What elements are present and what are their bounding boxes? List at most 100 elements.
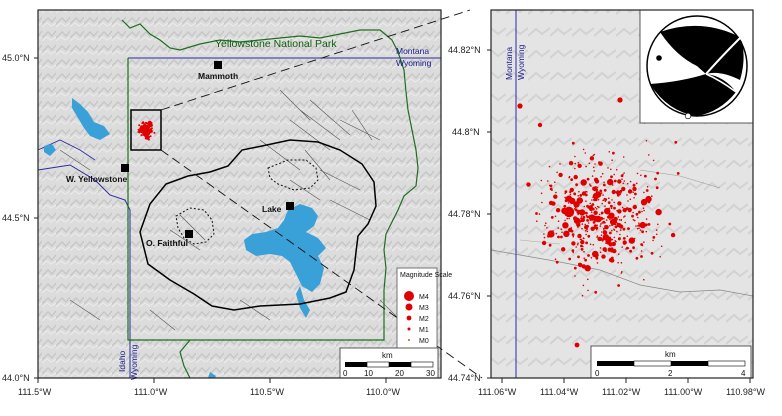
- epicenter-marker: [603, 197, 606, 200]
- town-label-lake: Lake: [262, 204, 282, 214]
- epicenter-marker: [613, 236, 616, 239]
- epicenter-marker: [651, 195, 653, 197]
- yellowstone-lake: [244, 204, 326, 292]
- epicenter-marker: [645, 140, 648, 142]
- epicenter-marker: [588, 162, 591, 165]
- epicenter-marker: [583, 237, 585, 240]
- epicenter-marker: [583, 257, 585, 260]
- epicenter-marker: [589, 243, 592, 246]
- right-x-tick-111-00: 111.00°W: [664, 387, 703, 397]
- epicenter-marker: [582, 284, 585, 287]
- epicenter-marker: [551, 189, 553, 191]
- epicenter-marker: [577, 163, 582, 168]
- epicenter-marker: [632, 211, 634, 214]
- epicenter-marker: [644, 174, 647, 178]
- epicenter-marker: [594, 163, 596, 165]
- epicenter-marker: [566, 233, 568, 235]
- epicenter-marker: [601, 218, 603, 221]
- epicenter-marker: [577, 213, 579, 216]
- epicenter-marker: [591, 175, 594, 177]
- epicenter-marker: [596, 236, 598, 238]
- epicenter-marker: [568, 257, 571, 260]
- epicenter-marker: [643, 209, 645, 212]
- epicenter-marker: [592, 227, 594, 229]
- epicenter-marker: [620, 219, 623, 221]
- epicenter-marker: [578, 209, 586, 216]
- left-x-tick-111-5: 111.5°W: [18, 387, 52, 397]
- epicenter-marker: [613, 229, 616, 231]
- epicenter-marker: [647, 200, 651, 204]
- epicenter-marker: [641, 202, 645, 206]
- left-scale-tick-30: 30: [426, 369, 435, 378]
- epicenter-marker: [568, 175, 571, 178]
- swarm-epicenter: [150, 130, 153, 133]
- epicenter-marker: [608, 257, 614, 263]
- epicenter-marker: [575, 183, 578, 187]
- epicenter-marker: [613, 179, 617, 183]
- epicenter-marker: [604, 205, 606, 207]
- epicenter-marker: [616, 222, 619, 224]
- epicenter-marker: [601, 202, 603, 205]
- right-scale-tick-0: 0: [595, 369, 600, 378]
- swarm-epicenter: [142, 132, 145, 135]
- epicenter-marker-large: [563, 206, 575, 218]
- caldera-outline: [139, 139, 377, 311]
- epicenter-marker: [545, 222, 547, 224]
- epicenter-marker: [634, 192, 637, 196]
- epicenter-marker: [618, 224, 624, 229]
- park-boundary: [121, 19, 419, 378]
- right-map-panel: Montana Wyoming km 0 2 4: [448, 9, 765, 397]
- epicenter-marker: [611, 159, 613, 161]
- epicenter-marker: [635, 212, 639, 216]
- epicenter-marker: [602, 194, 604, 196]
- epicenter-marker: [629, 180, 632, 183]
- epicenter-marker: [635, 256, 639, 260]
- epicenter-marker: [564, 190, 568, 194]
- epicenter-marker: [581, 193, 584, 196]
- epicenter-marker: [578, 190, 580, 193]
- epicenter-marker: [652, 239, 654, 242]
- epicenter-marker: [554, 215, 557, 218]
- left-x-tick-110-5: 110.5°W: [250, 387, 284, 397]
- epicenter-marker: [641, 230, 644, 234]
- epicenter-marker: [594, 290, 598, 294]
- epicenter-marker: [617, 209, 622, 214]
- epicenter-marker: [602, 199, 605, 201]
- epicenter-marker: [604, 249, 607, 253]
- epicenter-marker: [659, 255, 661, 258]
- epicenter-marker: [592, 215, 596, 219]
- epicenter-marker: [563, 230, 570, 237]
- epicenter-marker: [615, 190, 621, 195]
- epicenter-marker: [546, 227, 548, 229]
- epicenter-marker: [629, 210, 631, 213]
- epicenter-marker: [604, 221, 606, 224]
- epicenter-marker: [566, 217, 568, 220]
- epicenter-marker: [622, 173, 624, 176]
- epicenter-marker: [611, 238, 614, 241]
- swarm-epicenter: [143, 123, 146, 126]
- epicenter-marker: [560, 228, 563, 230]
- epicenter-marker: [608, 151, 611, 153]
- epicenter-marker: [593, 170, 595, 172]
- epicenter-marker: [630, 241, 633, 243]
- swarm-epicenter: [145, 122, 148, 125]
- legend-item-m3: M3: [419, 305, 429, 312]
- focal-mechanism-inset: [639, 9, 754, 124]
- epicenter-marker: [603, 227, 605, 230]
- epicenter-marker: [603, 181, 605, 184]
- epicenter-marker: [616, 193, 620, 197]
- epicenter-marker: [643, 191, 645, 194]
- epicenter-marker: [607, 167, 609, 169]
- epicenter-marker: [586, 228, 588, 231]
- right-y-tick-44-74: 44.74°N: [448, 373, 481, 383]
- epicenter-marker: [577, 255, 580, 259]
- state-label-montana: Montana: [396, 46, 429, 56]
- epicenter-marker: [592, 154, 594, 157]
- epicenter-marker: [570, 227, 573, 229]
- epicenter-marker: [576, 197, 583, 204]
- epicenter-marker: [586, 230, 589, 233]
- epicenter-marker: [594, 216, 597, 218]
- swarm-epicenter: [138, 124, 141, 127]
- epicenter-marker: [555, 260, 559, 264]
- epicenter-marker: [595, 216, 598, 218]
